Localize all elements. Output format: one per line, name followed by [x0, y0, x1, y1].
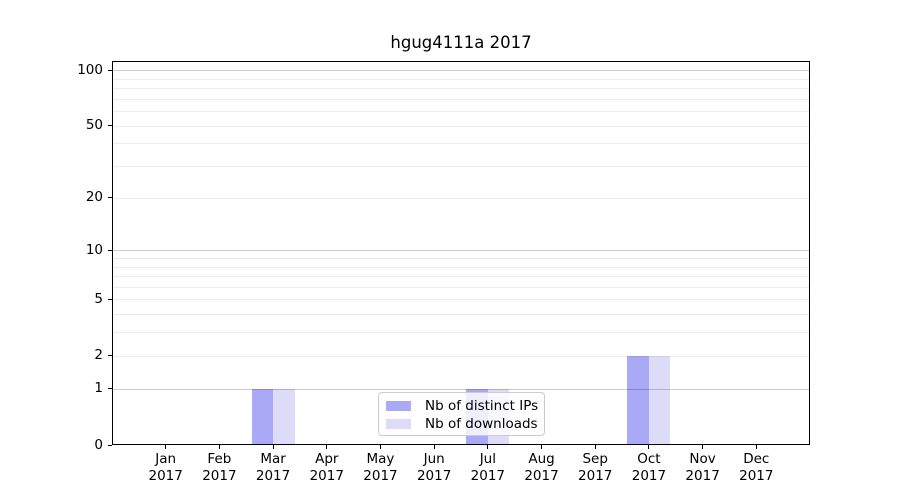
x-tick-label-jun: Jun 2017	[416, 451, 452, 484]
gridline-minor-6	[112, 286, 810, 288]
y-tick-label-10: 10	[85, 241, 103, 258]
y-tick-label-1: 1	[94, 380, 103, 397]
x-tick-label-apr: Apr 2017	[309, 451, 344, 484]
gridline-minor-5	[112, 299, 810, 301]
x-tick-apr	[326, 445, 328, 449]
x-tick-label-jul: Jul 2017	[470, 451, 506, 484]
y-tick-10	[108, 249, 112, 251]
legend: Nb of distinct IPs Nb of downloads	[378, 392, 545, 436]
gridline-minor-50	[112, 125, 810, 127]
chart-title: hgug4111a 2017	[390, 33, 532, 52]
gridline-minor-8	[112, 266, 810, 268]
legend-label-downloads: Nb of downloads	[425, 416, 538, 432]
x-tick-jan	[165, 445, 167, 449]
gridline-minor-70	[112, 98, 810, 100]
x-tick-label-oct: Oct 2017	[631, 451, 667, 484]
y-tick-50	[108, 125, 112, 127]
y-tick-label-5: 5	[94, 290, 103, 307]
gridline-major-1	[112, 388, 810, 390]
gridline-minor-7	[112, 276, 810, 278]
plot-area	[112, 61, 810, 445]
x-tick-label-feb: Feb 2017	[202, 451, 237, 484]
gridline-minor-20	[112, 197, 810, 199]
legend-swatch-distinct-ips	[386, 401, 411, 411]
y-tick-label-50: 50	[85, 117, 103, 134]
gridline-minor-9	[112, 257, 810, 259]
x-tick-aug	[541, 445, 543, 449]
x-tick-label-mar: Mar 2017	[255, 451, 291, 484]
gridline-minor-3	[112, 332, 810, 334]
x-tick-label-jan: Jan 2017	[148, 451, 183, 484]
x-tick-label-dec: Dec 2017	[739, 451, 774, 484]
gridline-minor-90	[112, 78, 810, 80]
x-tick-label-may: May 2017	[363, 451, 398, 484]
y-tick-label-100: 100	[77, 61, 103, 78]
bar-downloads-oct	[648, 355, 671, 445]
y-tick-label-2: 2	[94, 347, 103, 364]
legend-label-distinct-ips: Nb of distinct IPs	[425, 398, 539, 414]
x-tick-jul	[487, 445, 489, 449]
x-tick-label-sep: Sep 2017	[578, 451, 613, 484]
x-tick-nov	[702, 445, 704, 449]
gridline-major-10	[112, 250, 810, 252]
gridline-minor-4	[112, 314, 810, 316]
bar-distinct-ips-oct	[627, 355, 649, 445]
y-tick-5	[108, 298, 112, 300]
x-tick-label-nov: Nov 2017	[685, 451, 720, 484]
bar-distinct-ips-mar	[251, 388, 274, 445]
x-tick-sep	[594, 445, 596, 449]
x-tick-jun	[433, 445, 435, 449]
x-tick-mar	[272, 445, 274, 449]
y-tick-20	[108, 197, 112, 199]
gridline-minor-30	[112, 166, 810, 168]
bar-downloads-mar	[273, 388, 295, 445]
gridline-minor-60	[112, 111, 810, 113]
y-tick-2	[108, 355, 112, 357]
y-tick-label-20: 20	[85, 189, 103, 206]
x-tick-dec	[755, 445, 757, 449]
y-tick-0	[108, 444, 112, 446]
y-tick-1	[108, 388, 112, 390]
gridline-minor-2	[112, 355, 810, 357]
x-tick-oct	[648, 445, 650, 449]
x-tick-feb	[218, 445, 220, 449]
gridline-minor-40	[112, 143, 810, 145]
x-tick-label-aug: Aug 2017	[524, 451, 559, 484]
x-tick-may	[379, 445, 381, 449]
y-tick-label-0: 0	[94, 436, 103, 453]
gridlines-layer	[112, 61, 810, 445]
gridline-major-100	[112, 70, 810, 72]
legend-swatch-downloads	[386, 419, 411, 429]
y-tick-100	[108, 69, 112, 71]
legend-item-distinct-ips: Nb of distinct IPs	[386, 397, 538, 415]
gridline-minor-80	[112, 88, 810, 90]
legend-item-downloads: Nb of downloads	[386, 415, 538, 433]
